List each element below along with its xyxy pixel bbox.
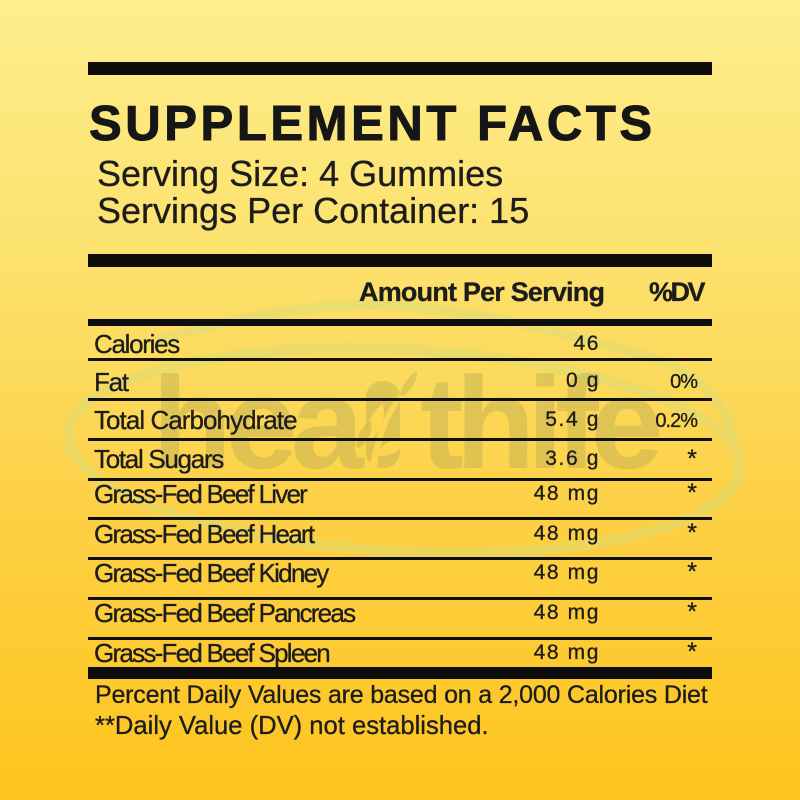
- svg-text:hea: hea: [152, 349, 365, 496]
- svg-text:thife: thife: [420, 349, 659, 496]
